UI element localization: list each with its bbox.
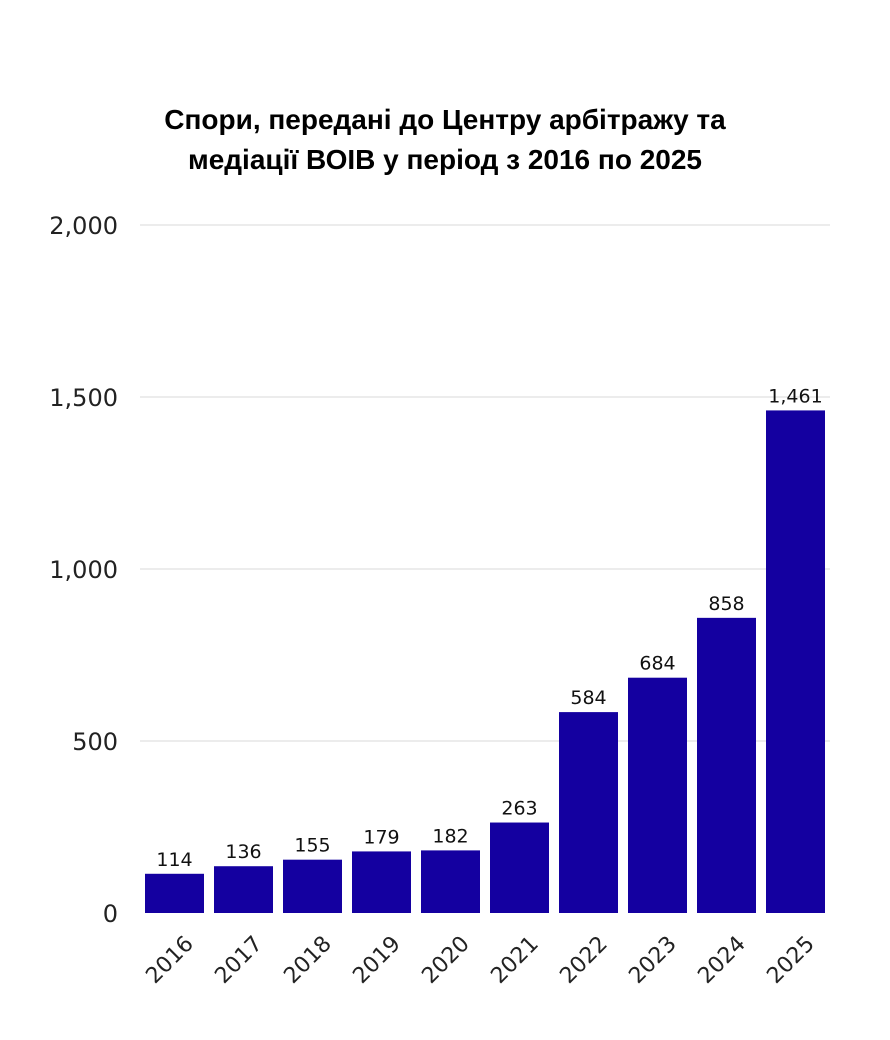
- bar-2022: [559, 712, 618, 913]
- x-tick-label: 2021: [486, 932, 543, 989]
- data-label: 155: [294, 835, 330, 857]
- bar-2016: [145, 874, 204, 913]
- data-label: 182: [432, 825, 468, 847]
- bar-2021: [490, 823, 549, 913]
- x-tick-label: 2019: [348, 932, 405, 989]
- y-tick-label: 2,000: [49, 212, 118, 240]
- bar-2023: [628, 678, 687, 913]
- data-label: 179: [363, 826, 399, 848]
- bars: [145, 410, 825, 913]
- data-label: 136: [225, 841, 261, 863]
- x-tick-label: 2025: [762, 932, 819, 989]
- bar-2025: [766, 410, 825, 913]
- bar-2019: [352, 851, 411, 913]
- bar-2017: [214, 866, 273, 913]
- data-label: 263: [501, 798, 537, 820]
- y-tick-label: 500: [72, 728, 118, 756]
- x-tick-label: 2017: [210, 932, 267, 989]
- x-tick-label: 2023: [624, 932, 681, 989]
- y-tick-label: 1,000: [49, 556, 118, 584]
- x-tick-label: 2018: [279, 932, 336, 989]
- x-tick-label: 2020: [417, 932, 474, 989]
- x-axis-ticks: 2016201720182019202020212022202320242025: [141, 932, 819, 989]
- x-tick-label: 2022: [555, 932, 612, 989]
- y-tick-label: 1,500: [49, 384, 118, 412]
- bar-2020: [421, 850, 480, 913]
- data-label: 684: [639, 653, 675, 675]
- data-label: 858: [708, 593, 744, 615]
- y-axis-ticks: 0 500 1,000 1,500 2,000: [49, 212, 118, 928]
- x-tick-label: 2024: [693, 932, 750, 989]
- x-tick-label: 2016: [141, 932, 198, 989]
- y-tick-label: 0: [103, 900, 118, 928]
- bar-2018: [283, 860, 342, 913]
- data-label: 114: [156, 849, 192, 871]
- data-label: 1,461: [768, 385, 822, 407]
- data-label: 584: [570, 687, 606, 709]
- bar-2024: [697, 618, 756, 913]
